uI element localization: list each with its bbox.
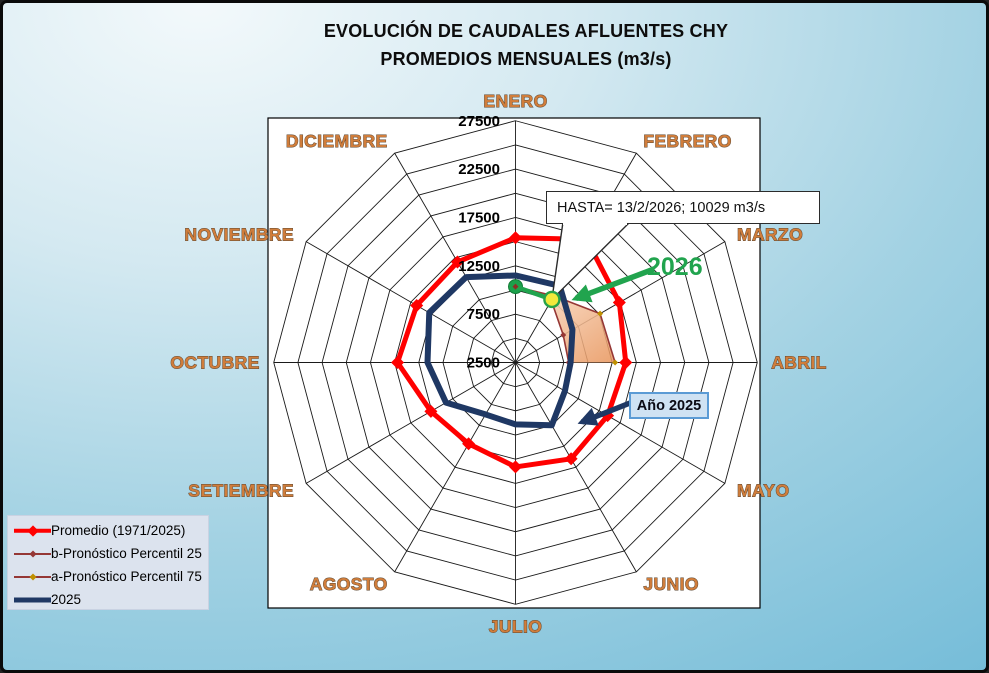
legend-label-2025: 2025 (51, 592, 82, 607)
title-line-2: PROMEDIOS MENSUALES (m3/s) (380, 49, 672, 69)
data-point-marker (424, 404, 438, 418)
legend: Promedio (1971/2025) b-Pronóstico Percen… (7, 515, 209, 610)
label-ano-2025-text: Año 2025 (636, 397, 702, 414)
data-point-marker (509, 460, 522, 474)
month-label-enero: ENERO (483, 91, 547, 111)
forecast-band (515, 286, 616, 363)
arrow-2026 (571, 266, 655, 303)
month-label-octubre: OCTUBRE (170, 353, 259, 373)
legend-item-2025: 2025 (14, 588, 208, 611)
forecast-callout-text: HASTA= 13/2/2026; 10029 m3/s (557, 199, 766, 216)
data-point-marker (462, 437, 476, 451)
data-point-marker (564, 452, 578, 466)
annotation-layer (543, 221, 655, 426)
legend-label-percentil-75: a-Pronóstico Percentil 75 (51, 569, 202, 584)
title-line-1: EVOLUCIÓN DE CAUDALES AFLUENTES CHY (323, 21, 729, 41)
data-point-marker (560, 331, 567, 338)
data-point-marker (391, 356, 405, 369)
month-label-mayo: MAYO (737, 480, 790, 500)
axis-tick-label: 7500 (467, 306, 500, 323)
label-2026: 2026 (647, 253, 703, 281)
series-2025 (424, 272, 576, 429)
data-point-marker (612, 359, 619, 366)
legend-marker-percentil-75 (14, 570, 51, 584)
legend-item-promedio: Promedio (1971/2025) (14, 519, 208, 542)
callout-pointer-joint (563, 222, 627, 225)
label-ano-2025: Año 2025 (629, 392, 709, 419)
legend-marker-percentil-25 (14, 547, 51, 561)
data-point-marker (612, 296, 626, 310)
marker-2026-hasta (543, 290, 561, 309)
legend-label-percentil-25: b-Pronóstico Percentil 25 (51, 546, 202, 561)
month-label-setiembre: SETIEMBRE (188, 480, 294, 500)
arrow-ano-2025 (577, 400, 632, 426)
data-point-marker (512, 283, 519, 290)
axis-tick-label: 2500 (467, 355, 500, 372)
forecast-callout: HASTA= 13/2/2026; 10029 m3/s (546, 191, 820, 225)
axis-tick-label: 27500 (458, 113, 500, 130)
axis-tick-labels: 2500 7500 12500 17500 22500 27500 (458, 113, 500, 372)
radar-grid (273, 120, 758, 605)
axis-tick-label: 12500 (458, 258, 500, 275)
month-label-marzo: MARZO (737, 225, 803, 245)
month-label-agosto: AGOSTO (310, 574, 388, 594)
axis-tick-label: 17500 (458, 209, 500, 226)
month-labels: ENERO FEBRERO MARZO ABRIL MAYO JUNIO JULIO AGOS… (170, 90, 827, 636)
axis-tick-label: 22500 (458, 161, 500, 178)
month-label-junio: JUNIO (643, 574, 698, 594)
month-label-abril: ABRIL (771, 353, 826, 373)
legend-marker-2025 (14, 593, 51, 607)
legend-item-percentil-75: a-Pronóstico Percentil 75 (14, 565, 208, 588)
month-label-julio: JULIO (489, 616, 543, 636)
data-point-marker (450, 255, 464, 269)
legend-item-percentil-25: b-Pronóstico Percentil 25 (14, 542, 208, 565)
legend-label-promedio: Promedio (1971/2025) (51, 523, 186, 538)
chart-title: EVOLUCIÓN DE CAUDALES AFLUENTES CHY PROM… (63, 17, 986, 73)
data-point-marker (619, 356, 633, 369)
data-point-marker (509, 231, 522, 245)
data-point-marker (597, 310, 604, 317)
month-label-febrero: FEBRERO (643, 131, 731, 151)
data-point-marker (410, 298, 424, 312)
month-label-diciembre: DICIEMBRE (286, 131, 388, 151)
month-label-noviembre: NOVIEMBRE (184, 225, 294, 245)
legend-marker-promedio (14, 524, 51, 538)
